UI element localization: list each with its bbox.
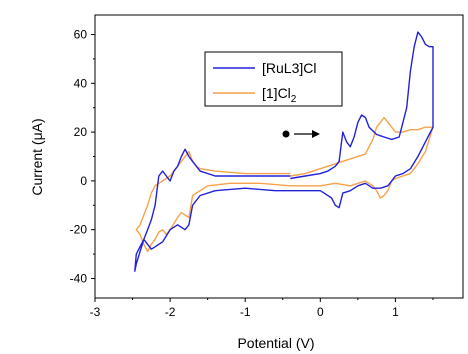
legend-box	[204, 51, 343, 107]
y-axis: -40 -20 0 20 40 60	[70, 28, 95, 285]
series-layer	[134, 31, 434, 272]
y-tick-label-0: -40	[70, 271, 88, 285]
scan-start-dot	[282, 130, 290, 138]
series-line-1	[135, 116, 434, 253]
x-axis: -3 -2 -1 0 1	[90, 298, 434, 319]
y-axis-label: Current (μA)	[29, 118, 45, 195]
y-tick-label-4: 40	[74, 76, 88, 90]
series-line-0	[134, 31, 434, 272]
y-axis-label-suffix: A)	[29, 118, 45, 132]
legend-label-ruL3Cl: [RuL3]Cl	[262, 60, 316, 76]
legend-label-1cl2-sub: 2	[291, 94, 297, 105]
y-axis-label-prefix: Current (	[29, 140, 45, 196]
y-tick-label-3: 20	[74, 125, 88, 139]
legend-label-1cl2-main: [1]Cl	[262, 85, 291, 101]
x-tick-label-4: 1	[392, 305, 399, 319]
scan-direction-annotation	[282, 130, 320, 138]
legend: [RuL3]Cl [1]Cl2	[204, 51, 343, 107]
legend-label-1cl2: [1]Cl2	[262, 85, 297, 105]
x-tick-label-1: -2	[165, 305, 176, 319]
y-tick-label-5: 60	[74, 28, 88, 42]
y-tick-label-1: -20	[70, 223, 88, 237]
x-tick-label-2: -1	[240, 305, 251, 319]
scan-direction-arrow-head	[312, 130, 320, 138]
x-tick-label-3: 0	[317, 305, 324, 319]
x-tick-label-0: -3	[90, 305, 101, 319]
y-axis-label-mu: μ	[29, 132, 45, 140]
y-tick-label-2: 0	[80, 174, 87, 188]
x-axis-label: Potential (V)	[237, 335, 314, 351]
